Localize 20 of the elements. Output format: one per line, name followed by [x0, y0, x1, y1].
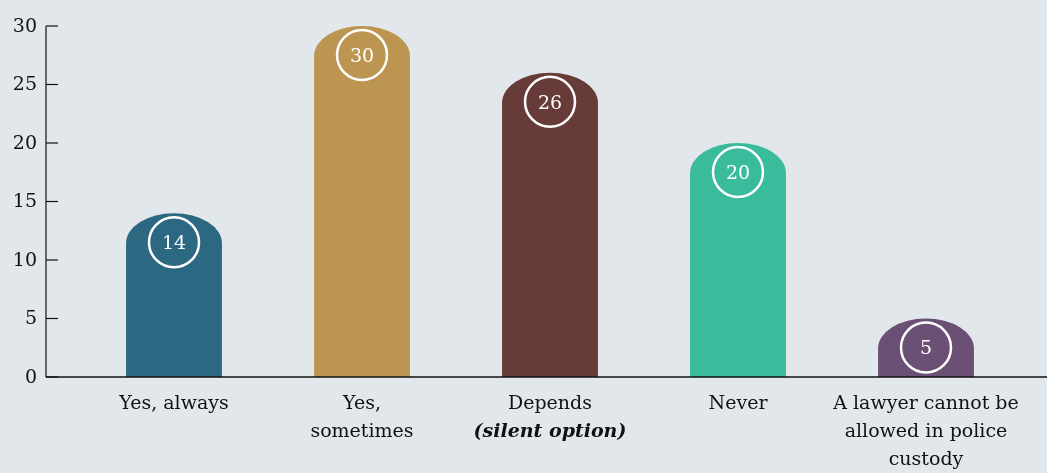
y-tick-label: 25 — [12, 72, 37, 95]
x-tick-label: Never — [708, 391, 769, 413]
data-label: 14 — [161, 231, 187, 254]
y-tick-label: 0 — [24, 364, 37, 387]
y-tick-label: 15 — [12, 189, 37, 212]
y-tick-label: 5 — [24, 306, 37, 329]
x-tick-label: Yes, always — [118, 391, 229, 413]
data-label: 30 — [349, 43, 375, 66]
data-label: 5 — [919, 336, 933, 359]
x-tick-label: Depends (silent option) — [473, 391, 627, 441]
x-tick-label: A lawyer cannot be allowed in police custody — [832, 391, 1019, 469]
bar — [690, 143, 786, 377]
bar — [314, 26, 410, 377]
bar — [502, 72, 598, 377]
data-label: 20 — [725, 160, 751, 183]
y-tick-label: 20 — [12, 130, 37, 153]
x-tick-label: Yes, sometimes — [310, 391, 414, 441]
data-label: 26 — [537, 90, 563, 113]
y-tick-label: 30 — [12, 13, 37, 36]
y-tick-label: 10 — [12, 247, 37, 270]
